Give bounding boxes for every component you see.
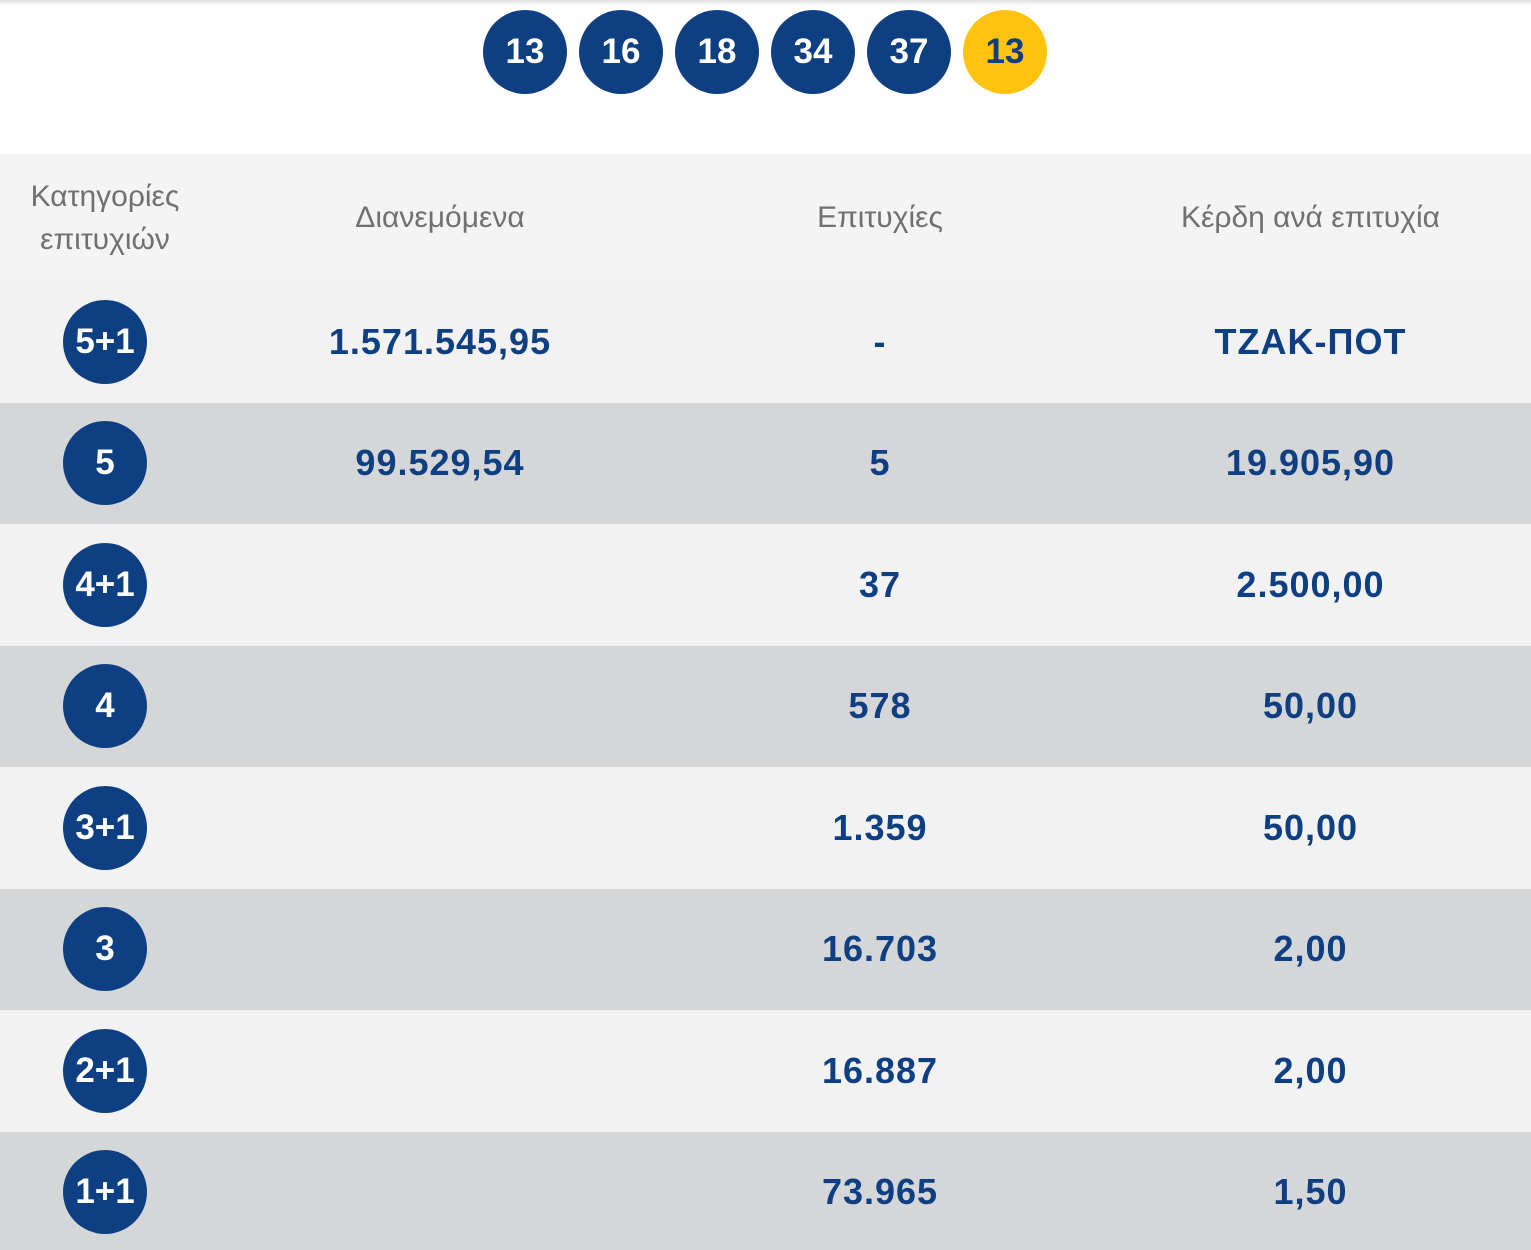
number-ball: 37 bbox=[867, 10, 951, 94]
number-ball: 34 bbox=[771, 10, 855, 94]
prize-cell: 50,00 bbox=[1262, 806, 1359, 848]
prize-cell: 50,00 bbox=[1262, 685, 1359, 727]
table-row: 3+1 1.359 50,00 bbox=[0, 767, 1531, 889]
winners-cell: 16.887 bbox=[821, 1049, 939, 1091]
number-ball: 13 bbox=[483, 10, 567, 94]
number-ball: 16 bbox=[579, 10, 663, 94]
prize-cell: ΤΖΑΚ-ΠΟΤ bbox=[1214, 320, 1407, 362]
winners-cell: 73.965 bbox=[821, 1171, 939, 1213]
category-badge: 5 bbox=[63, 421, 147, 506]
distributed-cell: 99.529,54 bbox=[355, 442, 525, 484]
category-badge: 4 bbox=[63, 664, 147, 749]
table-header: Κατηγορίες επιτυχιών Διανεμόμενα Επιτυχί… bbox=[0, 154, 1531, 281]
winning-numbers: 13 16 18 34 37 13 bbox=[483, 10, 1047, 94]
prize-cell: 2.500,00 bbox=[1236, 563, 1385, 605]
header-winners: Επιτυχίες bbox=[817, 201, 943, 234]
distributed-cell: 1.571.545,95 bbox=[328, 320, 552, 362]
header-category: Κατηγορίες επιτυχιών bbox=[0, 175, 210, 261]
prize-cell: 2,00 bbox=[1273, 1049, 1348, 1091]
category-badge: 3+1 bbox=[63, 785, 147, 870]
header-category-line1: Κατηγορίες bbox=[30, 179, 180, 213]
table-row: 2+1 16.887 2,00 bbox=[0, 1010, 1531, 1132]
bonus-ball: 13 bbox=[963, 10, 1047, 94]
table-row: 4 578 50,00 bbox=[0, 645, 1531, 767]
winners-cell: 16.703 bbox=[821, 928, 939, 970]
winners-cell: 1.359 bbox=[832, 806, 928, 848]
prize-cell: 1,50 bbox=[1273, 1171, 1348, 1213]
prize-table: Κατηγορίες επιτυχιών Διανεμόμενα Επιτυχί… bbox=[0, 154, 1531, 1250]
prize-cell: 2,00 bbox=[1273, 928, 1348, 970]
prize-cell: 19.905,90 bbox=[1225, 442, 1396, 484]
category-badge: 1+1 bbox=[63, 1150, 147, 1235]
winners-cell: 578 bbox=[848, 685, 912, 727]
winners-cell: 37 bbox=[858, 563, 902, 605]
category-badge: 3 bbox=[63, 907, 147, 992]
table-row: 4+1 37 2.500,00 bbox=[0, 524, 1531, 646]
header-prize: Κέρδη ανά επιτυχία bbox=[1181, 201, 1440, 234]
category-badge: 2+1 bbox=[63, 1028, 147, 1113]
table-row: 3 16.703 2,00 bbox=[0, 888, 1531, 1010]
category-badge: 5+1 bbox=[63, 299, 147, 384]
winners-cell: 5 bbox=[869, 442, 891, 484]
top-shadow bbox=[0, 0, 1531, 6]
category-badge: 4+1 bbox=[63, 542, 147, 627]
table-row: 5 99.529,54 5 19.905,90 bbox=[0, 402, 1531, 524]
header-category-line2: επιτυχιών bbox=[40, 222, 170, 256]
header-distributed: Διανεμόμενα bbox=[355, 201, 525, 234]
winners-cell: - bbox=[873, 320, 887, 362]
table-row: 5+1 1.571.545,95 - ΤΖΑΚ-ΠΟΤ bbox=[0, 281, 1531, 403]
table-row: 1+1 73.965 1,50 bbox=[0, 1131, 1531, 1250]
number-ball: 18 bbox=[675, 10, 759, 94]
